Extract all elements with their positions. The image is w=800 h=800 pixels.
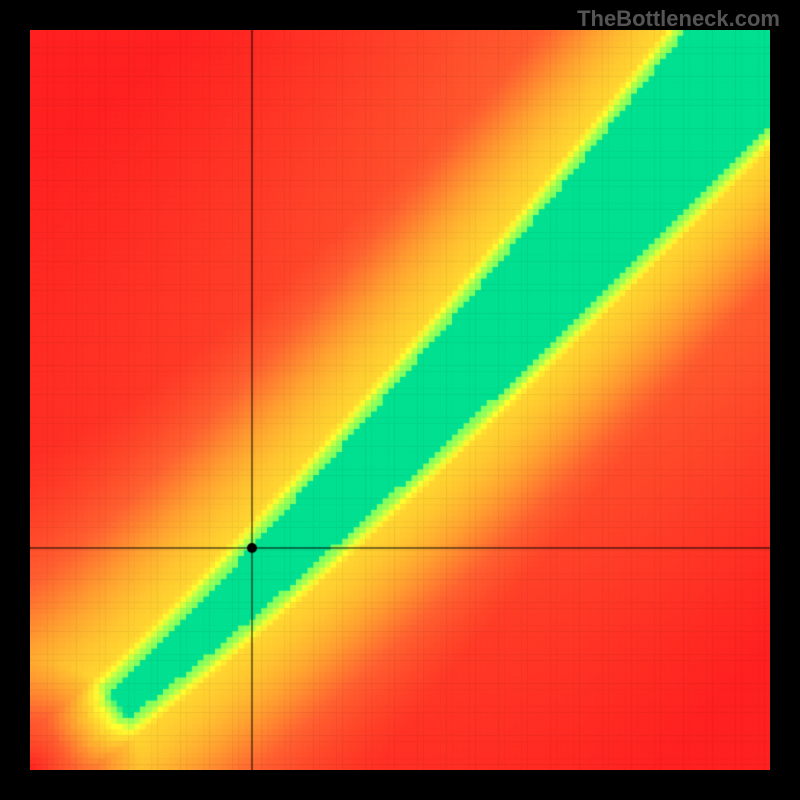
chart-container: TheBottleneck.com	[0, 0, 800, 800]
heatmap-canvas	[30, 30, 770, 770]
watermark-label: TheBottleneck.com	[577, 6, 780, 32]
